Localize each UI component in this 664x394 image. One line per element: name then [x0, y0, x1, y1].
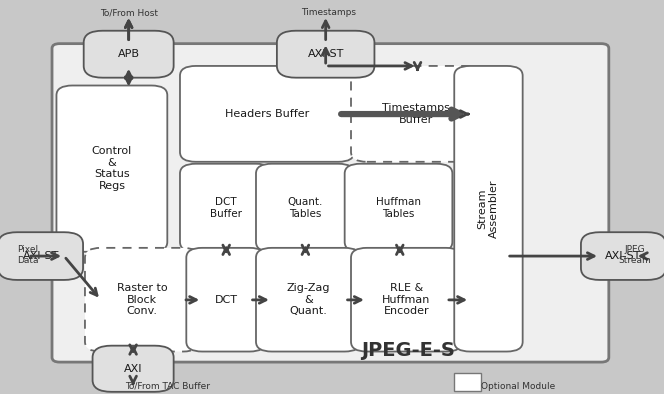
Text: Control
&
Status
Regs: Control & Status Regs: [92, 146, 132, 191]
FancyBboxPatch shape: [92, 346, 174, 392]
Text: AXI-ST: AXI-ST: [23, 251, 59, 261]
FancyBboxPatch shape: [180, 66, 354, 162]
Text: AXI: AXI: [124, 364, 142, 374]
Text: Raster to
Block
Conv.: Raster to Block Conv.: [117, 283, 167, 316]
FancyBboxPatch shape: [351, 248, 462, 351]
Text: RLE &
Huffman
Encoder: RLE & Huffman Encoder: [382, 283, 431, 316]
Text: Headers Buffer: Headers Buffer: [225, 109, 309, 119]
FancyBboxPatch shape: [0, 232, 83, 280]
FancyBboxPatch shape: [85, 248, 199, 351]
FancyBboxPatch shape: [256, 248, 361, 351]
Text: DCT: DCT: [214, 295, 238, 305]
Text: DCT
Buffer: DCT Buffer: [210, 197, 242, 219]
Text: Zig-Zag
&
Quant.: Zig-Zag & Quant.: [286, 283, 330, 316]
Text: To/From TAC Buffer: To/From TAC Buffer: [125, 382, 210, 391]
FancyBboxPatch shape: [256, 164, 354, 252]
FancyBboxPatch shape: [351, 66, 481, 162]
Text: JPEG-E-S: JPEG-E-S: [361, 341, 455, 360]
Text: APB: APB: [118, 49, 139, 59]
Text: AXI-ST: AXI-ST: [307, 49, 344, 59]
Text: JPEG
Stream: JPEG Stream: [618, 245, 651, 265]
FancyBboxPatch shape: [454, 374, 481, 391]
FancyBboxPatch shape: [345, 164, 452, 252]
Text: Optional Module: Optional Module: [481, 382, 555, 391]
FancyBboxPatch shape: [180, 164, 272, 252]
Text: Stream
Assembler: Stream Assembler: [477, 180, 499, 238]
FancyBboxPatch shape: [454, 66, 523, 351]
FancyBboxPatch shape: [187, 248, 266, 351]
FancyBboxPatch shape: [84, 31, 174, 78]
Text: AXI-ST: AXI-ST: [605, 251, 641, 261]
Text: Timestamps
Buffer: Timestamps Buffer: [382, 103, 450, 125]
FancyBboxPatch shape: [56, 85, 167, 252]
Text: Pixel
Data: Pixel Data: [17, 245, 39, 265]
Text: Timestamps: Timestamps: [301, 8, 357, 17]
FancyBboxPatch shape: [277, 31, 374, 78]
Text: Huffman
Tables: Huffman Tables: [376, 197, 421, 219]
FancyBboxPatch shape: [581, 232, 664, 280]
Text: Quant.
Tables: Quant. Tables: [288, 197, 323, 219]
Text: To/From Host: To/From Host: [100, 8, 157, 17]
FancyBboxPatch shape: [52, 44, 609, 362]
